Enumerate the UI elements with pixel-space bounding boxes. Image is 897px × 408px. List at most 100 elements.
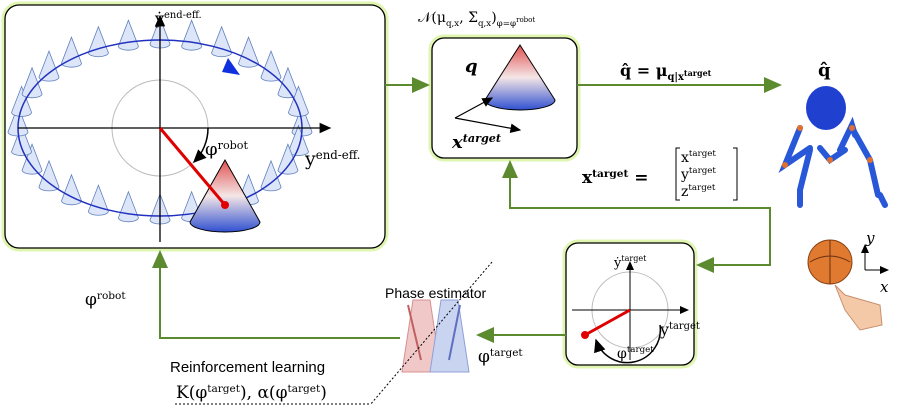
target-phase-arc — [594, 324, 662, 364]
model-x-label: xtarget — [451, 132, 502, 153]
phase-point — [221, 201, 229, 209]
dotted-line — [369, 261, 493, 406]
text-part: robot — [97, 290, 126, 302]
text-part: ẏ — [154, 9, 164, 28]
text-part: q — [465, 56, 478, 77]
model-title: 𝒩(μq,x, Σq,x)φ=φrobot — [418, 10, 535, 29]
cone — [87, 184, 109, 216]
text-part: x — [681, 150, 689, 166]
text-part: ), α(φ — [240, 383, 288, 403]
vector-entry: xtarget — [681, 149, 716, 166]
text-part: target — [627, 345, 654, 355]
text-part: robot — [516, 16, 535, 24]
text-part: q|x — [667, 72, 684, 83]
cone — [277, 143, 299, 175]
text-part: z — [681, 184, 688, 200]
phi-target-feedback: φtarget — [478, 347, 523, 367]
text-part: end-eff. — [164, 10, 202, 21]
arrow — [152, 250, 400, 339]
target-y-label: ẏtarget — [613, 254, 647, 271]
bracket — [675, 147, 738, 201]
text-part: 𝒩(μ — [418, 10, 446, 26]
arrow — [696, 230, 771, 273]
text-part: target — [669, 321, 700, 332]
cone — [288, 85, 309, 117]
text-part: target — [592, 168, 628, 180]
left-phase-label: φrobot — [205, 139, 249, 160]
hand — [877, 192, 888, 208]
text-part: ) — [491, 10, 496, 26]
text-part: target — [490, 347, 524, 359]
big-cone — [189, 158, 261, 233]
text-part: target — [463, 132, 502, 145]
cone — [11, 85, 32, 117]
text-part: , Σ — [459, 10, 478, 26]
text-part: ẏ — [613, 256, 622, 271]
text-part: target — [287, 383, 321, 395]
metronome — [429, 299, 470, 373]
text-part: x — [582, 168, 593, 188]
cone — [11, 124, 32, 156]
text-part: y — [680, 167, 689, 183]
text-part: target — [207, 383, 241, 395]
left-x-label: yend-eff. — [304, 148, 360, 170]
panels — [1, 1, 698, 369]
text-part: x — [451, 132, 463, 153]
reinforcement-learning: Reinforcement learning — [170, 359, 325, 376]
text-part: K(φ — [176, 383, 207, 403]
target-phase-point — [581, 331, 589, 339]
cone — [38, 50, 60, 82]
output-equation: q̂ = μq|xtarget — [620, 61, 712, 83]
text-part: = — [628, 168, 648, 188]
pelvis — [817, 145, 848, 164]
leg — [797, 147, 813, 208]
cone — [21, 66, 43, 99]
text-part: q,x — [478, 19, 491, 29]
target-phase-vector — [584, 308, 631, 337]
phase-vector — [158, 127, 227, 206]
flow — [152, 77, 782, 343]
text-part: φ=φ — [497, 19, 516, 29]
vector-entry: ztarget — [681, 183, 716, 200]
cone — [260, 50, 282, 82]
model-axis-q — [454, 97, 494, 119]
humanoid — [778, 86, 888, 208]
text-part: φ — [85, 290, 97, 310]
left-y-label: ẏend-eff. — [154, 9, 202, 28]
text-part: y — [304, 148, 316, 170]
frame-y-label: y — [865, 229, 875, 247]
arm — [849, 125, 881, 198]
cone — [38, 159, 60, 192]
robot-label: q̂ — [818, 60, 831, 81]
target-x-label: ytarget — [659, 320, 700, 339]
text-part: φ — [205, 139, 218, 160]
cone — [211, 25, 233, 58]
ball-seams — [809, 240, 851, 284]
phase-arc — [192, 127, 209, 164]
phase-estimator: Phase estimator — [385, 285, 486, 301]
pendulum — [407, 304, 422, 361]
text-part: φ — [617, 346, 627, 362]
cone — [260, 159, 282, 192]
model-q-label: q — [465, 56, 478, 77]
target-vector-lhs: xtarget = — [582, 168, 648, 188]
text-part: q̂ — [818, 60, 831, 81]
direction-arrow — [222, 58, 240, 75]
cone — [21, 143, 43, 175]
text-part: ) — [320, 383, 327, 403]
text-part: end-eff. — [316, 148, 361, 162]
text-part: y — [659, 320, 669, 339]
left-panel — [4, 4, 386, 249]
pendulum — [448, 304, 461, 361]
text-part: target — [689, 166, 716, 176]
cone — [87, 25, 109, 58]
text-part: q̂ = μ — [620, 61, 668, 80]
hand-shape — [834, 284, 883, 331]
phi-robot-feedback: φrobot — [85, 290, 126, 310]
frame-x-label: x — [880, 278, 889, 296]
text-part: target — [688, 183, 715, 193]
text-part: q,x — [446, 19, 459, 29]
text-part: robot — [218, 139, 249, 152]
